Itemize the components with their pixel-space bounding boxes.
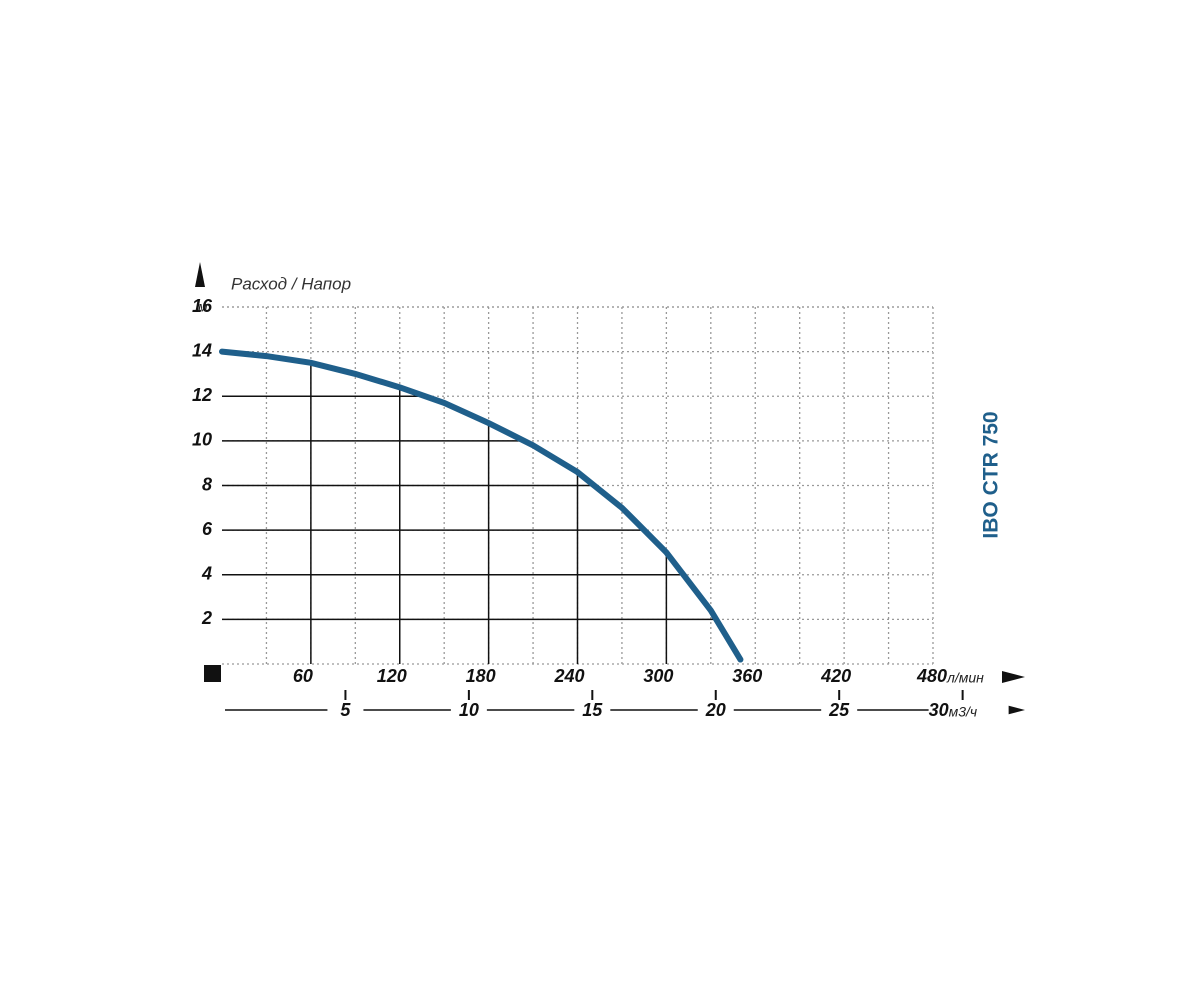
x-tick-label: 360 — [732, 666, 762, 686]
y-tick-label: 12 — [192, 385, 212, 405]
x-tick-label: 60 — [293, 666, 313, 686]
x2-tick-label: 30 — [929, 700, 949, 720]
label-bg — [821, 700, 858, 720]
x-tick-label: 480 — [916, 666, 947, 686]
x2-tick-label: 10 — [459, 700, 479, 720]
label-bg — [327, 700, 364, 720]
label-bg — [697, 700, 734, 720]
axis-title: Расход / Напор — [231, 274, 351, 293]
x2-tick-label: 20 — [705, 700, 726, 720]
x-unit: л/мин — [946, 670, 984, 686]
x-tick-label: 240 — [553, 666, 584, 686]
y-tick-label: 4 — [201, 564, 212, 584]
x2-tick-label: 5 — [340, 700, 351, 720]
x-arrow — [1002, 671, 1025, 683]
line-series — [219, 348, 744, 663]
y-tick-label: 8 — [202, 474, 212, 494]
label-bg — [574, 700, 611, 720]
y-tick-label: 16 — [192, 296, 213, 316]
y-tick-label: 10 — [192, 430, 212, 450]
x2-tick-label: 15 — [582, 700, 603, 720]
x2-unit: м3/ч — [949, 704, 978, 720]
origin-marker — [204, 665, 221, 682]
x-tick-label: 300 — [643, 666, 673, 686]
x-tick-label: 420 — [820, 666, 851, 686]
y-tick-label: 2 — [201, 608, 212, 628]
x-tick-label: 120 — [377, 666, 407, 686]
x-tick-label: 180 — [466, 666, 496, 686]
y-tick-label: 6 — [202, 519, 213, 539]
y-tick-label: 14 — [192, 340, 212, 360]
y-unit: м — [198, 299, 208, 315]
x2-tick-label: 25 — [828, 700, 850, 720]
label-bg — [928, 700, 1009, 720]
series-label: IBO CTR 750 — [980, 411, 1003, 538]
y-arrow — [195, 262, 205, 287]
label-bg — [450, 700, 487, 720]
